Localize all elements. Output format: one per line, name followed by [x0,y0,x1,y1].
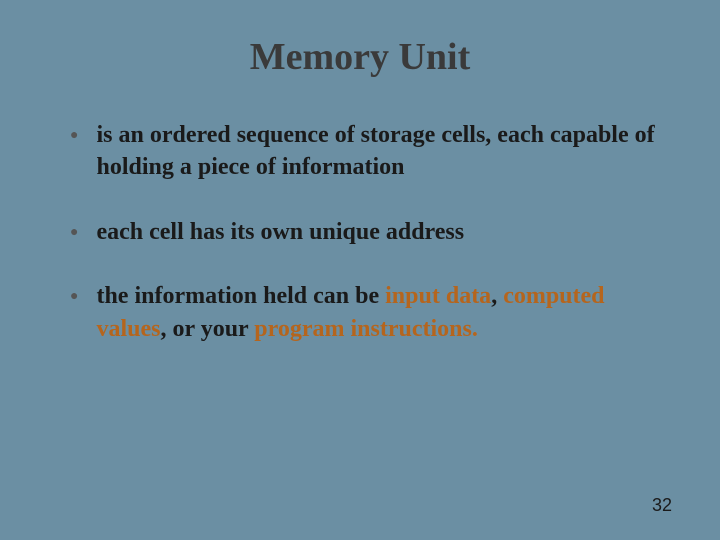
bullet-marker-icon: ● [70,288,78,307]
text-run: , [491,283,503,309]
bullet-text: is an ordered sequence of storage cells,… [96,119,670,184]
bullet-text: the information held can be input data , … [96,280,670,345]
bullet-item: ● the information held can be input data… [70,280,670,345]
text-run: each cell has its own unique address [96,219,464,245]
bullet-item: ● is an ordered sequence of storage cell… [70,119,670,184]
bullet-list: ● is an ordered sequence of storage cell… [50,119,670,345]
bullet-text: each cell has its own unique address [96,216,670,248]
bullet-item: ● each cell has its own unique address [70,216,670,248]
slide-title: Memory Unit [50,35,670,79]
text-run-highlight: program instructions. [254,316,478,342]
text-run: , or your [160,316,254,342]
page-number: 32 [652,495,672,516]
text-run: the information held can be [96,283,385,309]
bullet-marker-icon: ● [70,127,78,146]
slide-container: Memory Unit ● is an ordered sequence of … [0,0,720,540]
text-run: is an ordered sequence of storage cells,… [96,122,654,180]
text-run-highlight: input data [385,283,491,309]
bullet-marker-icon: ● [70,224,78,243]
